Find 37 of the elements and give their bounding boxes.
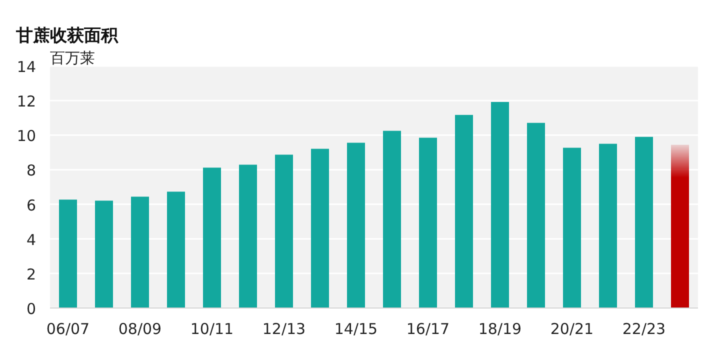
x-tick-label: 08/09: [118, 320, 162, 338]
bar: [419, 138, 437, 308]
bar: [167, 192, 185, 308]
chart-title: 甘蔗收获面积: [15, 26, 119, 46]
bar: [59, 200, 77, 308]
y-tick-label: 10: [16, 127, 36, 146]
x-tick-label: 16/17: [406, 320, 450, 338]
bar: [239, 164, 257, 308]
y-tick-label: 0: [26, 300, 36, 318]
x-tick-label: 12/13: [262, 320, 306, 338]
y-tick-label: 14: [16, 58, 36, 76]
x-tick-label: 06/07: [46, 320, 90, 338]
x-tick-label: 20/21: [550, 320, 594, 338]
bar: [491, 102, 509, 308]
bar: [383, 130, 401, 308]
bar: [527, 122, 545, 308]
y-tick-label: 12: [16, 92, 36, 111]
y-tick-label: 8: [26, 162, 36, 180]
y-axis-title: 百万莱: [50, 49, 95, 67]
bar: [599, 144, 617, 308]
bar: [131, 196, 149, 308]
y-tick-label: 6: [26, 196, 36, 214]
bar: [455, 114, 473, 308]
bar: [95, 200, 113, 308]
x-tick-label: 22/23: [622, 320, 666, 338]
x-tick-label: 18/19: [478, 320, 522, 338]
bar: [563, 148, 581, 308]
bar: [635, 136, 653, 308]
x-tick-label: 10/11: [190, 320, 234, 338]
bar: [347, 142, 365, 308]
bar: [203, 168, 221, 308]
bar: [275, 154, 293, 308]
y-tick-label: 2: [26, 265, 36, 284]
bar: [671, 144, 689, 308]
bar: [311, 148, 329, 308]
y-tick-label: 4: [26, 230, 36, 249]
x-tick-label: 14/15: [334, 320, 378, 338]
